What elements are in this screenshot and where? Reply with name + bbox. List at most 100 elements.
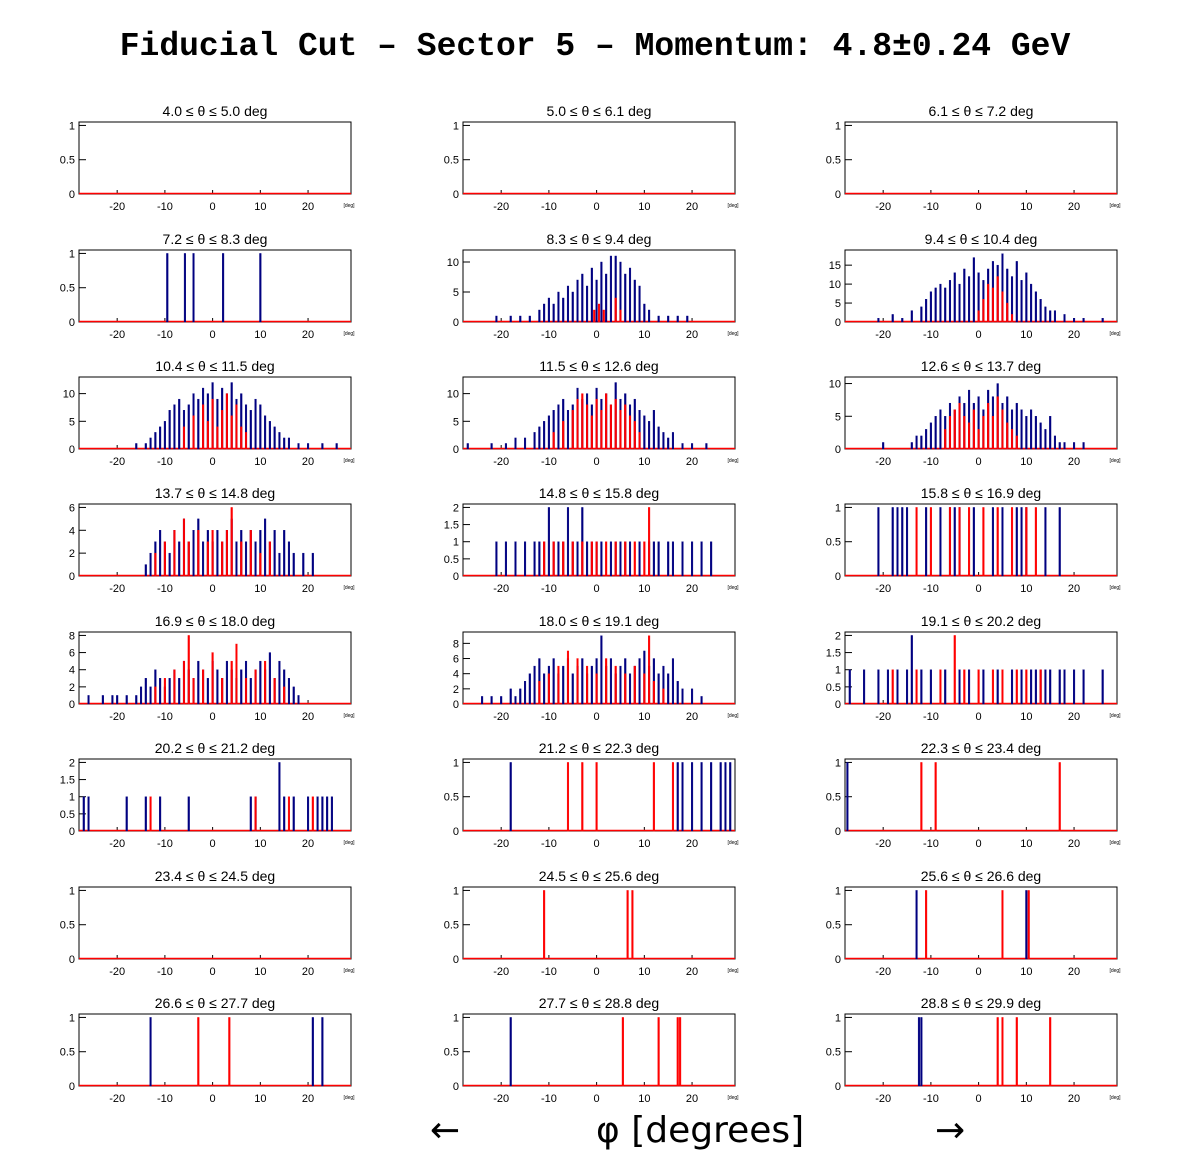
x-tick-label: -20: [875, 201, 891, 213]
histogram-bin-all: [311, 552, 314, 577]
x-tick-label: -10: [541, 711, 557, 723]
histogram-bin-all: [676, 315, 679, 323]
histogram-bin-all: [192, 530, 195, 577]
histogram-bin-cut: [977, 429, 980, 450]
histogram-bin-cut: [590, 415, 593, 450]
plot-frame: [78, 631, 352, 705]
histogram-bin-cut: [230, 415, 233, 450]
histogram-bin-all: [896, 507, 899, 577]
histogram-bin-cut: [982, 416, 985, 450]
histogram-bin-cut: [543, 541, 546, 577]
histogram-bin-cut: [648, 635, 651, 705]
histogram-bin-all: [538, 426, 541, 450]
histogram-bin-all: [929, 422, 932, 450]
histogram-bin-cut: [163, 541, 166, 577]
histogram-bin-cut: [624, 673, 627, 705]
x-tick-label: 0: [210, 711, 216, 723]
histogram-bin-all: [135, 443, 138, 450]
histogram-bin-all: [533, 665, 536, 705]
histogram-bin-cut: [996, 396, 999, 450]
plot-frame: [844, 1013, 1118, 1087]
histogram-bin-cut: [982, 299, 985, 323]
histogram-panel: 11.5 ≤ θ ≤ 12.6 deg 0 5 10 -20 -10 0 10 20 [deg]: [447, 358, 739, 468]
plot-frame: [844, 503, 1118, 577]
histogram-bin-all: [87, 796, 90, 832]
histogram-bin-cut: [311, 796, 314, 832]
histogram-bin-all: [638, 658, 641, 705]
histogram-bin-all: [149, 686, 152, 705]
histogram-bin-all: [910, 310, 913, 323]
histogram-bin-all: [178, 678, 181, 705]
histogram-bin-all: [1058, 507, 1061, 577]
histogram-bin-all: [920, 435, 923, 450]
plot-frame: [844, 121, 1118, 195]
histogram-panel: 16.9 ≤ θ ≤ 18.0 deg 0 2 4 6 8 -20 -10 0 10 20 [deg]: [69, 613, 355, 723]
y-tick-label: 1: [69, 1012, 75, 1024]
histogram-bin-all: [691, 762, 694, 832]
x-tick-label: 10: [1020, 966, 1032, 978]
histogram-bin-all: [514, 541, 517, 577]
x-tick-label: 20: [302, 456, 314, 468]
x-tick-label: 0: [210, 456, 216, 468]
histogram-bin-all: [657, 315, 660, 323]
histogram-bin-cut: [662, 688, 665, 705]
x-tick-label: 10: [254, 966, 266, 978]
histogram-bin-all: [681, 541, 684, 577]
y-tick-label: 0.5: [826, 155, 841, 167]
histogram-bin-all: [490, 443, 493, 450]
x-unit-label: [deg]: [1109, 968, 1121, 974]
histogram-bin-all: [891, 314, 894, 323]
histogram-bin-all: [953, 272, 956, 323]
histogram-bin-all: [638, 285, 641, 323]
histogram-bin-all: [533, 541, 536, 577]
histogram-bin-all: [259, 660, 262, 705]
histogram-bin-cut: [173, 669, 176, 705]
histogram-bin-all: [326, 796, 329, 832]
y-tick-label: 0: [69, 317, 75, 329]
histogram-bin-all: [700, 696, 703, 705]
panel-title: 27.7 ≤ θ ≤ 28.8 deg: [539, 995, 659, 1011]
plot-frame: [78, 376, 352, 450]
histogram-bin-cut: [557, 665, 560, 705]
histogram-bin-cut: [154, 686, 157, 705]
histogram-bin-all: [1030, 669, 1033, 705]
y-tick-label: 1: [69, 120, 75, 132]
x-unit-label: [deg]: [727, 458, 739, 464]
histogram-bin-all: [700, 541, 703, 577]
histogram-bin-cut: [235, 404, 238, 450]
histogram-bin-cut: [652, 762, 655, 832]
histogram-bin-cut: [619, 309, 622, 323]
panel-title: 21.2 ≤ θ ≤ 22.3 deg: [539, 740, 659, 756]
histogram-bin-cut: [211, 652, 214, 705]
y-tick-label: 0: [453, 954, 459, 966]
histogram-bin-all: [273, 530, 276, 577]
y-tick-label: 1: [453, 537, 459, 549]
x-tick-label: -10: [923, 456, 939, 468]
y-tick-label: 5: [835, 411, 841, 423]
histogram-bin-all: [249, 796, 252, 832]
histogram-bin-all: [657, 673, 660, 705]
histogram-bin-all: [321, 1017, 324, 1087]
histogram-bin-all: [163, 421, 166, 450]
histogram-bin-cut: [626, 890, 629, 960]
x-unit-label: [deg]: [343, 203, 355, 209]
histogram-bin-cut: [273, 678, 276, 705]
plot-frame: [78, 886, 352, 960]
histogram-bin-all: [1044, 669, 1047, 705]
histogram-bin-all: [509, 1017, 512, 1087]
y-tick-label: 4: [453, 669, 459, 681]
histogram-bin-cut: [595, 762, 598, 832]
histogram-bin-cut: [657, 1017, 660, 1087]
histogram-bin-all: [882, 442, 885, 450]
y-tick-label: 1: [453, 1012, 459, 1024]
histogram-bin-cut: [631, 890, 634, 960]
histogram-bin-cut: [216, 426, 219, 450]
page-title: Fiducial Cut – Sector 5 – Momentum: 4.8±…: [119, 28, 1071, 65]
histogram-bin-all: [524, 437, 527, 450]
x-tick-label: 20: [1068, 838, 1080, 850]
histogram-bin-all: [1073, 318, 1076, 323]
histogram-bin-all: [235, 541, 238, 577]
histogram-bin-cut: [958, 402, 961, 450]
histogram-bin-all: [676, 681, 679, 705]
plot-frame: [462, 631, 736, 705]
